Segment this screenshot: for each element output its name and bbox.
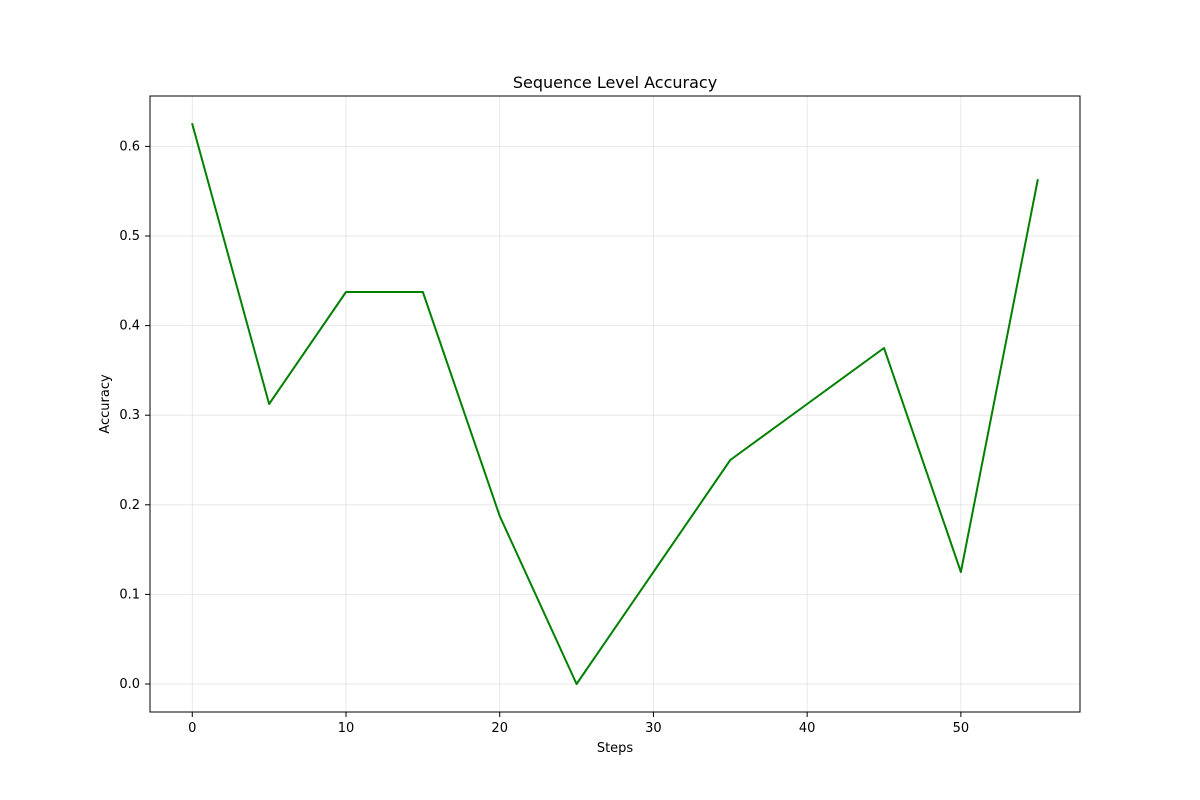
- x-tick-label: 0: [188, 721, 196, 736]
- y-tick-label: 0.2: [119, 498, 140, 513]
- y-axis-label: Accuracy: [98, 374, 113, 434]
- y-tick-label: 0.0: [119, 677, 140, 692]
- y-tick-label: 0.6: [119, 139, 140, 154]
- y-tick-label: 0.1: [119, 587, 140, 602]
- x-tick-label: 50: [953, 721, 970, 736]
- plot-area: [149, 95, 1081, 713]
- x-axis-label: Steps: [597, 741, 634, 756]
- y-tick-label: 0.4: [119, 319, 140, 334]
- axis-ticks: 0 10 20 30 40 50 0.0 0.1 0.2 0.3 0.4 0.5 0.6: [119, 139, 969, 736]
- y-tick-label: 0.3: [119, 408, 140, 423]
- chart-title: Sequence Level Accuracy: [513, 73, 717, 92]
- x-tick-label: 20: [491, 721, 508, 736]
- y-tick-label: 0.5: [119, 229, 140, 244]
- x-tick-label: 30: [645, 721, 662, 736]
- series-group: [191, 123, 1039, 685]
- x-tick-label: 10: [338, 721, 355, 736]
- x-tick-label: 40: [799, 721, 816, 736]
- series-line: [191, 123, 1039, 685]
